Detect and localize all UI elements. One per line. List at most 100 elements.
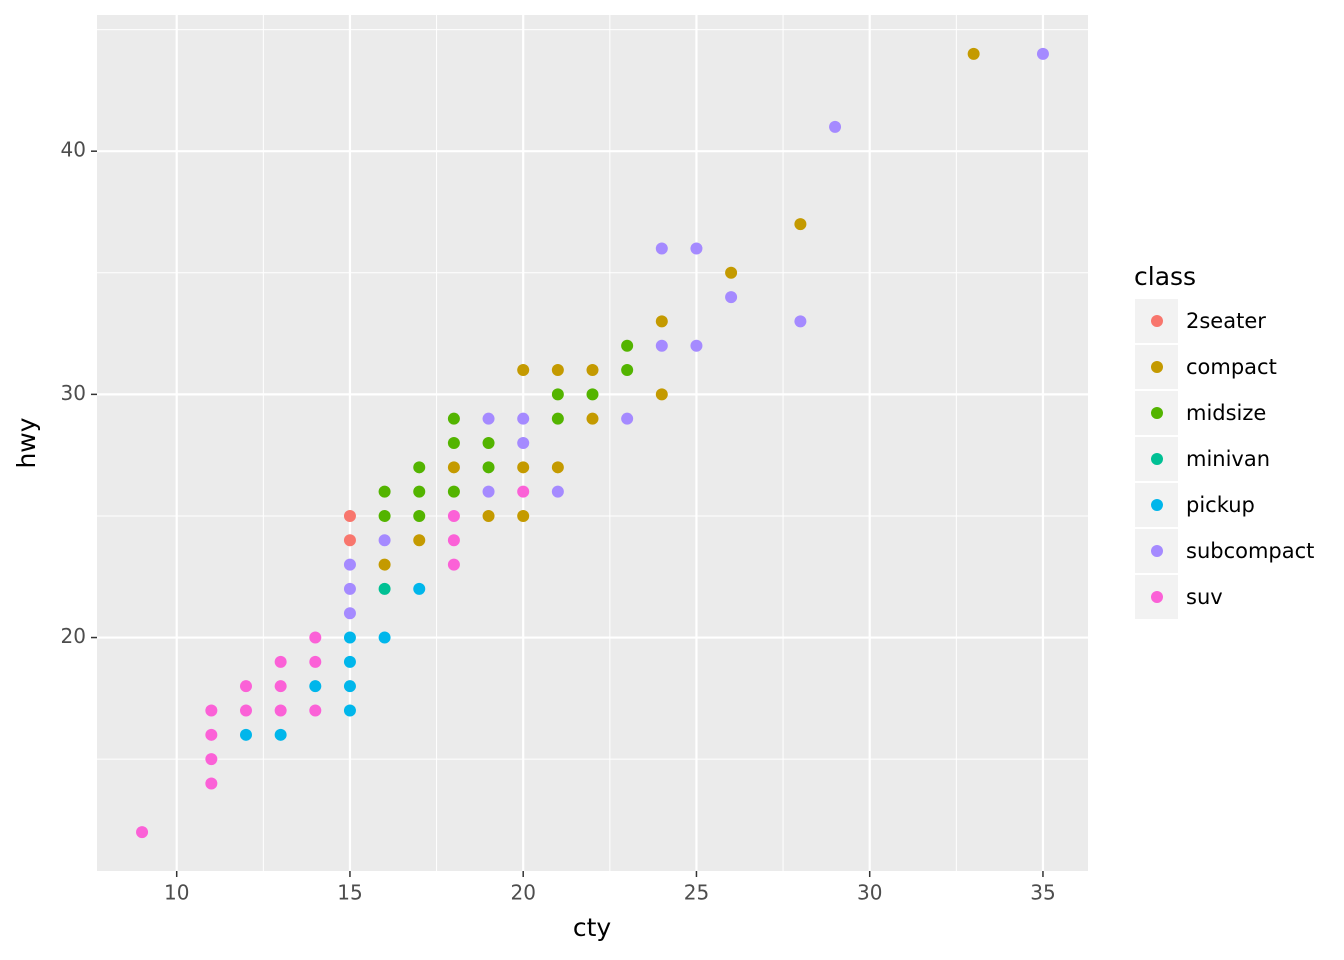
point bbox=[378, 485, 391, 498]
point bbox=[378, 509, 391, 522]
point bbox=[343, 582, 356, 595]
point bbox=[725, 266, 738, 279]
x-tick-label: 10 bbox=[164, 881, 189, 905]
point bbox=[413, 485, 426, 498]
point bbox=[690, 242, 703, 255]
point bbox=[343, 655, 356, 668]
point bbox=[655, 242, 668, 255]
point bbox=[482, 509, 495, 522]
point bbox=[343, 509, 356, 522]
point bbox=[447, 437, 460, 449]
panel bbox=[97, 15, 1088, 871]
point bbox=[482, 412, 495, 425]
point bbox=[1036, 47, 1049, 60]
point bbox=[655, 388, 668, 401]
point bbox=[239, 728, 252, 741]
point bbox=[551, 412, 564, 425]
legend-symbol bbox=[1151, 545, 1163, 557]
point bbox=[274, 655, 287, 668]
point bbox=[205, 753, 218, 766]
point bbox=[794, 315, 807, 328]
legend-symbol bbox=[1151, 453, 1163, 465]
legend-label: subcompact bbox=[1186, 539, 1314, 563]
point bbox=[725, 291, 738, 304]
point bbox=[309, 631, 322, 644]
point bbox=[655, 339, 668, 352]
legend-title: class bbox=[1134, 262, 1196, 291]
point bbox=[274, 704, 287, 717]
point bbox=[655, 315, 668, 328]
point bbox=[239, 704, 252, 717]
point bbox=[378, 534, 391, 547]
point bbox=[517, 364, 530, 377]
point bbox=[447, 509, 460, 522]
x-tick-label: 30 bbox=[857, 881, 882, 905]
point bbox=[517, 485, 530, 498]
point bbox=[413, 461, 426, 474]
point bbox=[205, 704, 218, 717]
point bbox=[274, 680, 287, 693]
y-axis-title: hwy bbox=[12, 417, 41, 468]
legend-label: compact bbox=[1186, 355, 1277, 379]
point bbox=[586, 388, 599, 401]
legend-label: pickup bbox=[1186, 493, 1255, 517]
point bbox=[621, 339, 634, 352]
point bbox=[343, 558, 356, 571]
point bbox=[136, 826, 149, 839]
legend-symbol bbox=[1151, 407, 1163, 419]
point bbox=[343, 607, 356, 620]
point bbox=[551, 388, 564, 401]
point bbox=[621, 412, 634, 425]
point bbox=[239, 680, 252, 693]
point bbox=[343, 631, 356, 644]
point bbox=[517, 461, 530, 474]
x-axis-title: cty bbox=[573, 913, 612, 942]
point bbox=[447, 461, 460, 474]
point bbox=[343, 534, 356, 547]
point bbox=[586, 364, 599, 377]
point bbox=[690, 339, 703, 352]
point bbox=[447, 412, 460, 425]
point bbox=[378, 558, 391, 571]
x-tick-label: 15 bbox=[337, 881, 362, 905]
point bbox=[621, 364, 634, 377]
y-tick-label: 30 bbox=[61, 381, 86, 405]
point bbox=[205, 728, 218, 741]
point bbox=[413, 582, 426, 595]
legend-symbol bbox=[1151, 315, 1163, 327]
legend-symbol bbox=[1151, 361, 1163, 373]
point bbox=[482, 461, 495, 474]
point bbox=[274, 728, 287, 741]
legend-label: 2seater bbox=[1186, 309, 1266, 333]
point bbox=[447, 558, 460, 571]
legend-label: minivan bbox=[1186, 447, 1270, 471]
point bbox=[967, 47, 980, 60]
point bbox=[205, 777, 218, 790]
point bbox=[794, 218, 807, 231]
point bbox=[309, 655, 322, 668]
point bbox=[551, 364, 564, 377]
point bbox=[517, 412, 530, 425]
y-tick-label: 20 bbox=[61, 624, 86, 648]
point bbox=[482, 437, 495, 449]
point bbox=[586, 412, 599, 425]
point bbox=[482, 485, 495, 498]
point bbox=[517, 437, 530, 449]
point bbox=[378, 631, 391, 644]
point bbox=[551, 461, 564, 474]
point bbox=[517, 509, 530, 522]
point bbox=[309, 680, 322, 693]
point bbox=[829, 120, 842, 133]
legend-symbol bbox=[1151, 591, 1163, 603]
point bbox=[447, 485, 460, 498]
point bbox=[343, 704, 356, 717]
point bbox=[413, 509, 426, 522]
legend-label: midsize bbox=[1186, 401, 1266, 425]
point bbox=[551, 485, 564, 498]
point bbox=[447, 534, 460, 547]
legend-label: suv bbox=[1186, 585, 1223, 609]
x-tick-label: 35 bbox=[1030, 881, 1055, 905]
point bbox=[378, 582, 391, 595]
point bbox=[413, 534, 426, 547]
point bbox=[343, 680, 356, 693]
